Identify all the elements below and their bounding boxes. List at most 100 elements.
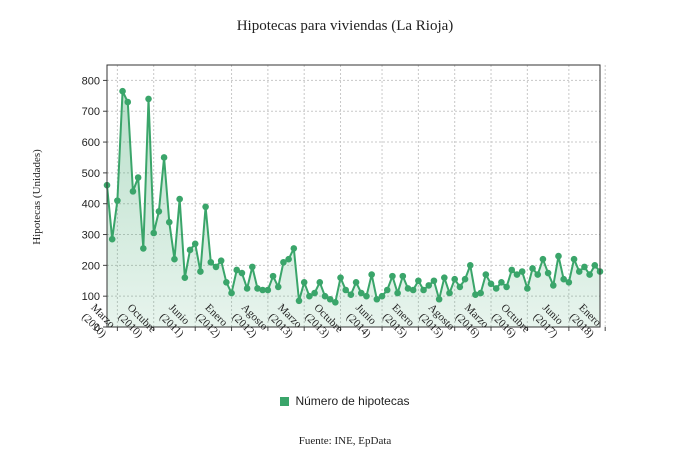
data-point <box>295 297 303 305</box>
data-point <box>347 291 355 298</box>
data-point <box>534 271 542 278</box>
data-point <box>544 269 552 277</box>
data-point <box>337 274 344 281</box>
data-point <box>316 279 324 286</box>
data-point <box>575 268 583 275</box>
data-point <box>404 285 412 292</box>
data-point <box>435 295 443 303</box>
data-point <box>383 286 391 294</box>
data-point <box>181 274 189 281</box>
data-point <box>124 98 132 106</box>
y-tick-label: 800 <box>82 75 100 87</box>
data-point <box>425 282 433 289</box>
data-point <box>223 279 230 286</box>
data-point <box>549 282 557 289</box>
data-point <box>430 277 438 285</box>
y-tick-label: 500 <box>82 168 100 180</box>
data-point <box>280 258 287 266</box>
data-point <box>176 195 183 203</box>
data-point <box>274 283 282 291</box>
data-point <box>357 289 365 297</box>
data-point <box>150 229 158 237</box>
data-point <box>482 271 490 278</box>
data-point <box>461 275 469 283</box>
data-point <box>160 154 168 161</box>
data-point <box>513 271 521 278</box>
data-point <box>415 277 422 285</box>
data-point <box>321 292 329 300</box>
data-point <box>254 285 261 292</box>
data-point <box>140 245 147 252</box>
data-point <box>555 252 562 260</box>
y-tick-label: 300 <box>82 230 100 242</box>
data-point <box>259 286 266 294</box>
data-point <box>451 275 458 283</box>
data-point <box>368 271 375 278</box>
data-point <box>409 286 417 294</box>
data-point <box>342 286 350 294</box>
data-point <box>492 285 500 292</box>
data-point <box>264 286 272 294</box>
data-point <box>243 285 251 292</box>
data-point <box>477 289 484 297</box>
data-point <box>524 285 531 292</box>
data-point <box>446 289 453 297</box>
data-point <box>378 292 386 300</box>
axes <box>103 64 606 331</box>
data-point <box>373 295 381 303</box>
data-point <box>466 262 474 269</box>
data-point <box>441 274 448 281</box>
data-point <box>586 271 593 278</box>
data-point <box>217 257 225 265</box>
data-point <box>389 272 396 280</box>
y-axis-ticks: 0 100 200 300 400 500 600 700 800 <box>82 75 100 334</box>
data-point <box>202 203 209 211</box>
data-point <box>108 235 116 243</box>
data-point <box>290 245 298 252</box>
y-tick-label: 600 <box>82 137 100 149</box>
data-point <box>591 262 599 269</box>
data-point <box>249 263 256 271</box>
data-point <box>352 279 360 286</box>
source-note: Fuente: INE, EpData <box>298 435 392 447</box>
data-point <box>134 174 142 181</box>
data-point <box>165 218 173 226</box>
data-point <box>300 279 308 286</box>
x-tick-label: Enero(2012) <box>193 302 230 341</box>
legend-label: Número de hipotecas <box>295 394 410 408</box>
data-point <box>207 258 215 266</box>
y-axis-label: Hipotecas (Unidades) <box>31 149 43 245</box>
data-point <box>233 266 241 274</box>
data-point <box>570 255 578 263</box>
data-point <box>529 265 536 272</box>
data-point <box>238 269 246 277</box>
data-point <box>326 295 334 303</box>
data-point <box>171 255 178 263</box>
data-point <box>456 283 464 291</box>
data-point <box>503 283 510 291</box>
data-point <box>394 289 401 297</box>
data-point <box>399 272 407 280</box>
legend[interactable]: Número de hipotecas <box>0 394 690 408</box>
data-point <box>212 263 220 271</box>
y-tick-label: 200 <box>82 260 100 272</box>
data-point <box>363 292 370 300</box>
legend-swatch <box>280 397 290 406</box>
chart-title: Hipotecas para viviendas (La Rioja) <box>236 18 454 34</box>
data-point <box>581 263 588 271</box>
data-point <box>518 268 526 275</box>
data-point <box>420 286 427 294</box>
y-tick-label: 400 <box>82 199 100 211</box>
data-point <box>145 95 152 103</box>
y-tick-label: 0 <box>94 322 100 334</box>
data-point <box>311 289 318 297</box>
data-point <box>155 208 163 215</box>
x-tick-label: Marzo(2013) <box>266 302 304 341</box>
data-point <box>285 255 292 263</box>
data-point <box>498 279 505 286</box>
data-point <box>129 188 137 195</box>
data-point <box>191 240 199 248</box>
data-point <box>114 197 121 204</box>
data-point <box>186 246 194 254</box>
data-point <box>472 291 479 298</box>
